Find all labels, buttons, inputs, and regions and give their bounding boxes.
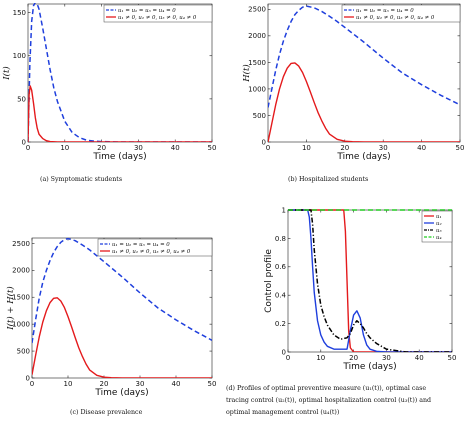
x-tick-label: 0 [266, 144, 270, 152]
x-tick-label: 0 [286, 354, 290, 362]
y-tick-label: 500 [253, 112, 266, 120]
y-tick-label: 0 [262, 138, 266, 146]
x-tick-label: 30 [382, 354, 391, 362]
series-line-1 [28, 3, 212, 142]
x-axis-label: Time (days) [94, 388, 148, 398]
x-axis-label: Time (days) [92, 152, 146, 162]
y-tick-label: 150 [13, 9, 26, 17]
x-tick-label: 40 [417, 144, 426, 152]
plot-frame [27, 3, 213, 143]
legend-label: u₁ ≠ 0, u₂ ≠ 0, u₃ ≠ 0, u₄ ≠ 0 [118, 15, 197, 21]
y-tick-label: 1000 [248, 85, 266, 93]
x-tick-label: 50 [208, 380, 217, 388]
y-tick-label: 500 [17, 347, 30, 355]
legend-label: u₂ [436, 221, 442, 227]
y-tick-label: 1 [282, 206, 286, 214]
legend-label: u₁ = u₂ = u₃ = u₄ = 0 [356, 8, 414, 14]
chart-panel-d: 0 10 20 30 40 50 0 0.2 0.4 0.6 0.8 1 Time (days) Cont… [264, 206, 456, 372]
caption-d-line-1: (d) Profiles of optimal preventive measu… [226, 385, 427, 392]
legend-label: u₁ ≠ 0, u₂ ≠ 0, u₃ ≠ 0, u₄ ≠ 0 [356, 15, 435, 21]
y-tick-label: 1000 [12, 321, 30, 329]
legend-label: u₁ [436, 214, 442, 220]
y-tick-label: 0 [26, 374, 30, 382]
series-line-1 [32, 237, 212, 344]
series-line-2 [288, 209, 452, 352]
plot-frame [31, 237, 213, 379]
chart-panel-a: 0 10 20 30 40 50 0 50 100 150 Time (days) I(t) u₁ = … [1, 3, 217, 162]
legend-label: u₄ [436, 235, 442, 241]
x-tick-label: 20 [100, 380, 109, 388]
y-tick-label: 0.4 [275, 292, 287, 300]
y-tick-label: 0.8 [275, 235, 286, 243]
y-tick-label: 2000 [248, 32, 266, 40]
legend-box [341, 4, 461, 23]
x-tick-label: 20 [349, 354, 358, 362]
caption-d-line-2: tracing control (u₂(t)), optimal hospita… [226, 397, 432, 404]
x-tick-label: 30 [136, 380, 145, 388]
series-line-3 [288, 209, 452, 352]
legend-box [103, 4, 213, 23]
x-tick-label: 50 [448, 354, 457, 362]
x-tick-label: 10 [60, 144, 69, 152]
y-tick-label: 2000 [12, 267, 30, 275]
y-tick-label: 2500 [248, 6, 266, 14]
y-axis-label: I(t) [1, 66, 12, 80]
x-tick-label: 20 [97, 144, 106, 152]
caption-c: (c) Disease prevalence [70, 409, 143, 416]
legend-label: u₁ = u₂ = u₃ = u₄ = 0 [118, 8, 176, 14]
y-tick-label: 2500 [12, 240, 30, 248]
x-tick-label: 50 [208, 144, 217, 152]
series-line-1 [268, 5, 460, 108]
y-tick-label: 1500 [248, 59, 266, 67]
x-tick-label: 40 [172, 380, 181, 388]
x-tick-label: 50 [456, 144, 465, 152]
legend-label: u₁ = u₂ = u₃ = u₄ = 0 [112, 242, 170, 248]
plot-frame [267, 3, 461, 143]
x-axis-label: Time (days) [336, 152, 390, 162]
caption-d-line-3: optimal management control (u₄(t)) [226, 409, 340, 416]
x-tick-label: 20 [340, 144, 349, 152]
x-tick-label: 40 [171, 144, 180, 152]
x-axis-label: Time (days) [342, 362, 396, 372]
y-axis-label: H(t) [241, 64, 252, 82]
caption-a: (a) Symptomatic students [40, 176, 123, 183]
y-tick-label: 1500 [12, 294, 30, 302]
series-line-1 [288, 209, 452, 352]
x-tick-label: 10 [64, 380, 73, 388]
series-line-2 [268, 62, 460, 142]
y-tick-label: 100 [13, 52, 26, 60]
y-tick-label: 0 [282, 348, 286, 356]
y-tick-label: 0 [22, 138, 26, 146]
legend-box [97, 238, 213, 257]
x-tick-label: 0 [30, 380, 34, 388]
x-tick-label: 40 [415, 354, 424, 362]
x-tick-label: 30 [379, 144, 388, 152]
series-line-2 [32, 297, 212, 378]
legend-label: u₁ ≠ 0, u₂ ≠ 0, u₃ ≠ 0, u₄ ≠ 0 [112, 249, 191, 255]
y-tick-label: 50 [17, 95, 26, 103]
x-tick-label: 10 [302, 144, 311, 152]
legend-label: u₃ [436, 228, 442, 234]
y-tick-label: 0.6 [275, 263, 287, 271]
x-tick-label: 0 [26, 144, 30, 152]
caption-b: (b) Hospitalized students [288, 176, 369, 183]
x-tick-label: 10 [316, 354, 325, 362]
series-line-2 [28, 85, 212, 142]
y-axis-label: I(t) + H(t) [5, 286, 16, 330]
y-axis-label: Control profile [264, 249, 274, 313]
x-tick-label: 30 [134, 144, 143, 152]
y-tick-label: 0.2 [275, 320, 286, 328]
